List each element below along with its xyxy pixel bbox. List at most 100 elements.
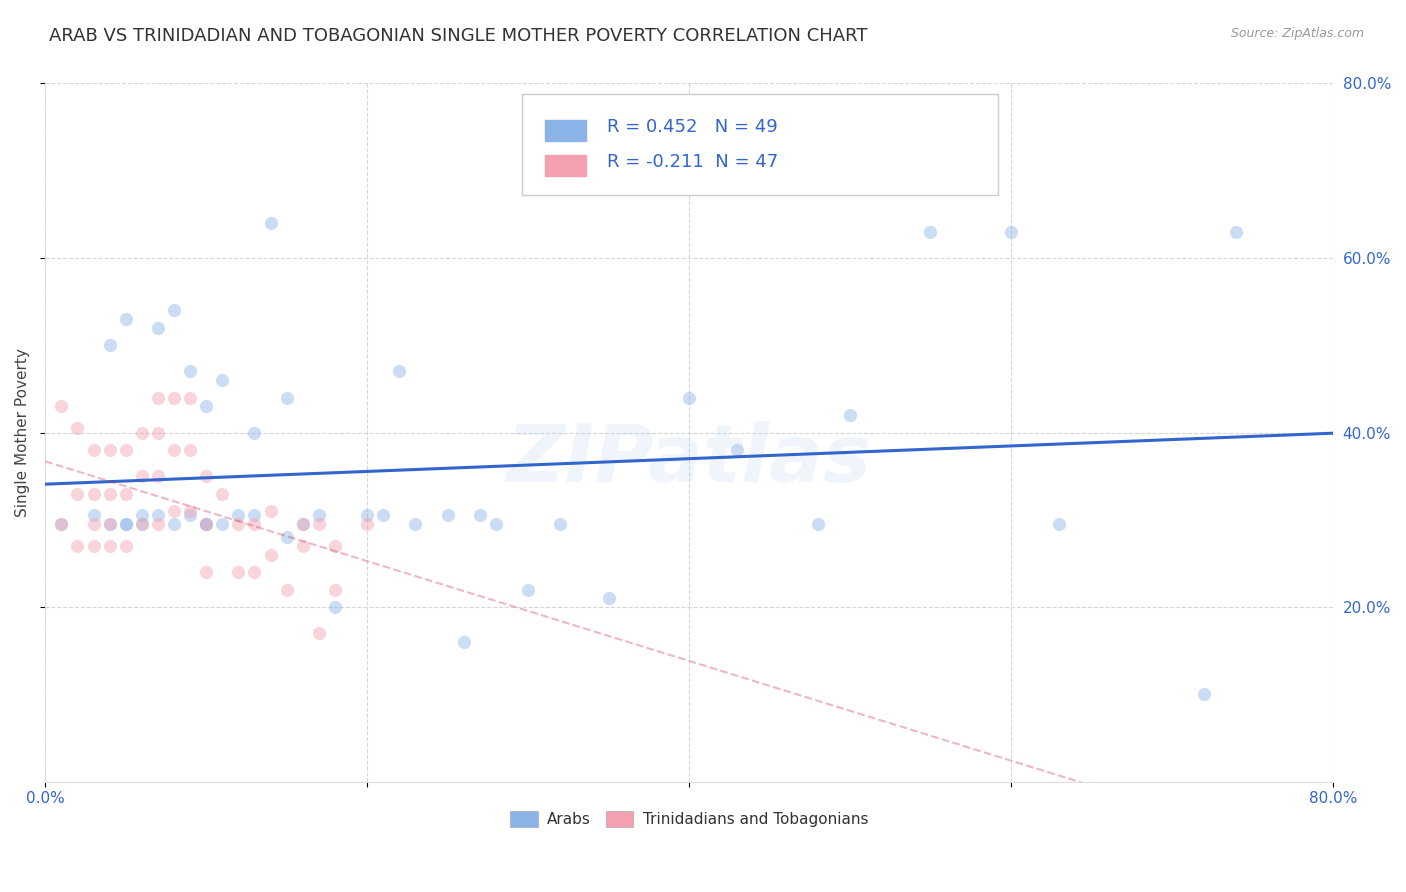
Point [436, 508, 458, 523]
Point [678, 391, 700, 405]
Point [114, 442, 136, 457]
Point [114, 312, 136, 326]
Point [163, 442, 186, 457]
Point [291, 517, 314, 532]
Point [404, 517, 426, 532]
Point [66, 486, 89, 500]
Point [323, 600, 346, 615]
Point [146, 469, 169, 483]
Point [51, 517, 73, 532]
Point [131, 517, 153, 532]
Point [243, 517, 266, 532]
Point [146, 321, 169, 335]
Point [259, 216, 281, 230]
Point [291, 539, 314, 553]
Point [66, 421, 89, 435]
Point [308, 517, 330, 532]
Point [356, 517, 378, 532]
Point [259, 548, 281, 562]
Point [211, 373, 233, 387]
Point [131, 508, 153, 523]
Point [1000, 225, 1022, 239]
Y-axis label: Single Mother Poverty: Single Mother Poverty [15, 348, 30, 517]
Point [276, 391, 298, 405]
Point [195, 517, 218, 532]
Point [195, 469, 218, 483]
Point [485, 517, 508, 532]
Point [83, 442, 105, 457]
Point [146, 508, 169, 523]
Point [308, 508, 330, 523]
Legend: Arabs, Trinidadians and Tobagonians: Arabs, Trinidadians and Tobagonians [503, 805, 875, 833]
Point [83, 508, 105, 523]
Point [920, 225, 942, 239]
Point [146, 391, 169, 405]
Point [98, 517, 121, 532]
Point [179, 391, 201, 405]
Point [146, 517, 169, 532]
Point [83, 486, 105, 500]
Point [195, 517, 218, 532]
FancyBboxPatch shape [546, 155, 586, 176]
Point [98, 338, 121, 352]
Point [725, 442, 748, 457]
Text: Source: ZipAtlas.com: Source: ZipAtlas.com [1230, 27, 1364, 40]
Point [228, 508, 250, 523]
Point [179, 504, 201, 518]
Point [276, 582, 298, 597]
Point [195, 565, 218, 579]
Point [598, 591, 620, 606]
Point [179, 442, 201, 457]
Point [114, 539, 136, 553]
Point [98, 539, 121, 553]
Point [228, 565, 250, 579]
Point [195, 517, 218, 532]
Point [323, 582, 346, 597]
Text: ARAB VS TRINIDADIAN AND TOBAGONIAN SINGLE MOTHER POVERTY CORRELATION CHART: ARAB VS TRINIDADIAN AND TOBAGONIAN SINGL… [49, 27, 868, 45]
Point [83, 517, 105, 532]
Point [163, 391, 186, 405]
Point [468, 508, 491, 523]
Point [291, 517, 314, 532]
FancyBboxPatch shape [522, 94, 998, 195]
Point [243, 565, 266, 579]
Point [839, 408, 862, 422]
Point [453, 635, 475, 649]
Point [195, 400, 218, 414]
Point [51, 517, 73, 532]
Point [243, 425, 266, 440]
Point [179, 364, 201, 378]
Point [98, 517, 121, 532]
Point [163, 504, 186, 518]
Point [1047, 517, 1070, 532]
Point [373, 508, 395, 523]
Point [323, 539, 346, 553]
Point [114, 517, 136, 532]
Point [51, 400, 73, 414]
Point [211, 486, 233, 500]
Point [388, 364, 411, 378]
Point [163, 303, 186, 318]
Text: ZIPatlas: ZIPatlas [506, 422, 872, 500]
Point [146, 425, 169, 440]
Point [114, 486, 136, 500]
FancyBboxPatch shape [546, 120, 586, 141]
Point [98, 442, 121, 457]
Point [66, 539, 89, 553]
Point [114, 517, 136, 532]
Point [517, 582, 540, 597]
Point [131, 469, 153, 483]
Point [243, 508, 266, 523]
Point [228, 517, 250, 532]
Point [276, 530, 298, 544]
Point [131, 425, 153, 440]
Point [98, 486, 121, 500]
Point [356, 508, 378, 523]
Point [211, 517, 233, 532]
Point [308, 626, 330, 640]
Point [548, 517, 571, 532]
Point [163, 517, 186, 532]
Text: R = -0.211  N = 47: R = -0.211 N = 47 [606, 153, 778, 171]
Text: R = 0.452   N = 49: R = 0.452 N = 49 [606, 119, 778, 136]
Point [259, 504, 281, 518]
